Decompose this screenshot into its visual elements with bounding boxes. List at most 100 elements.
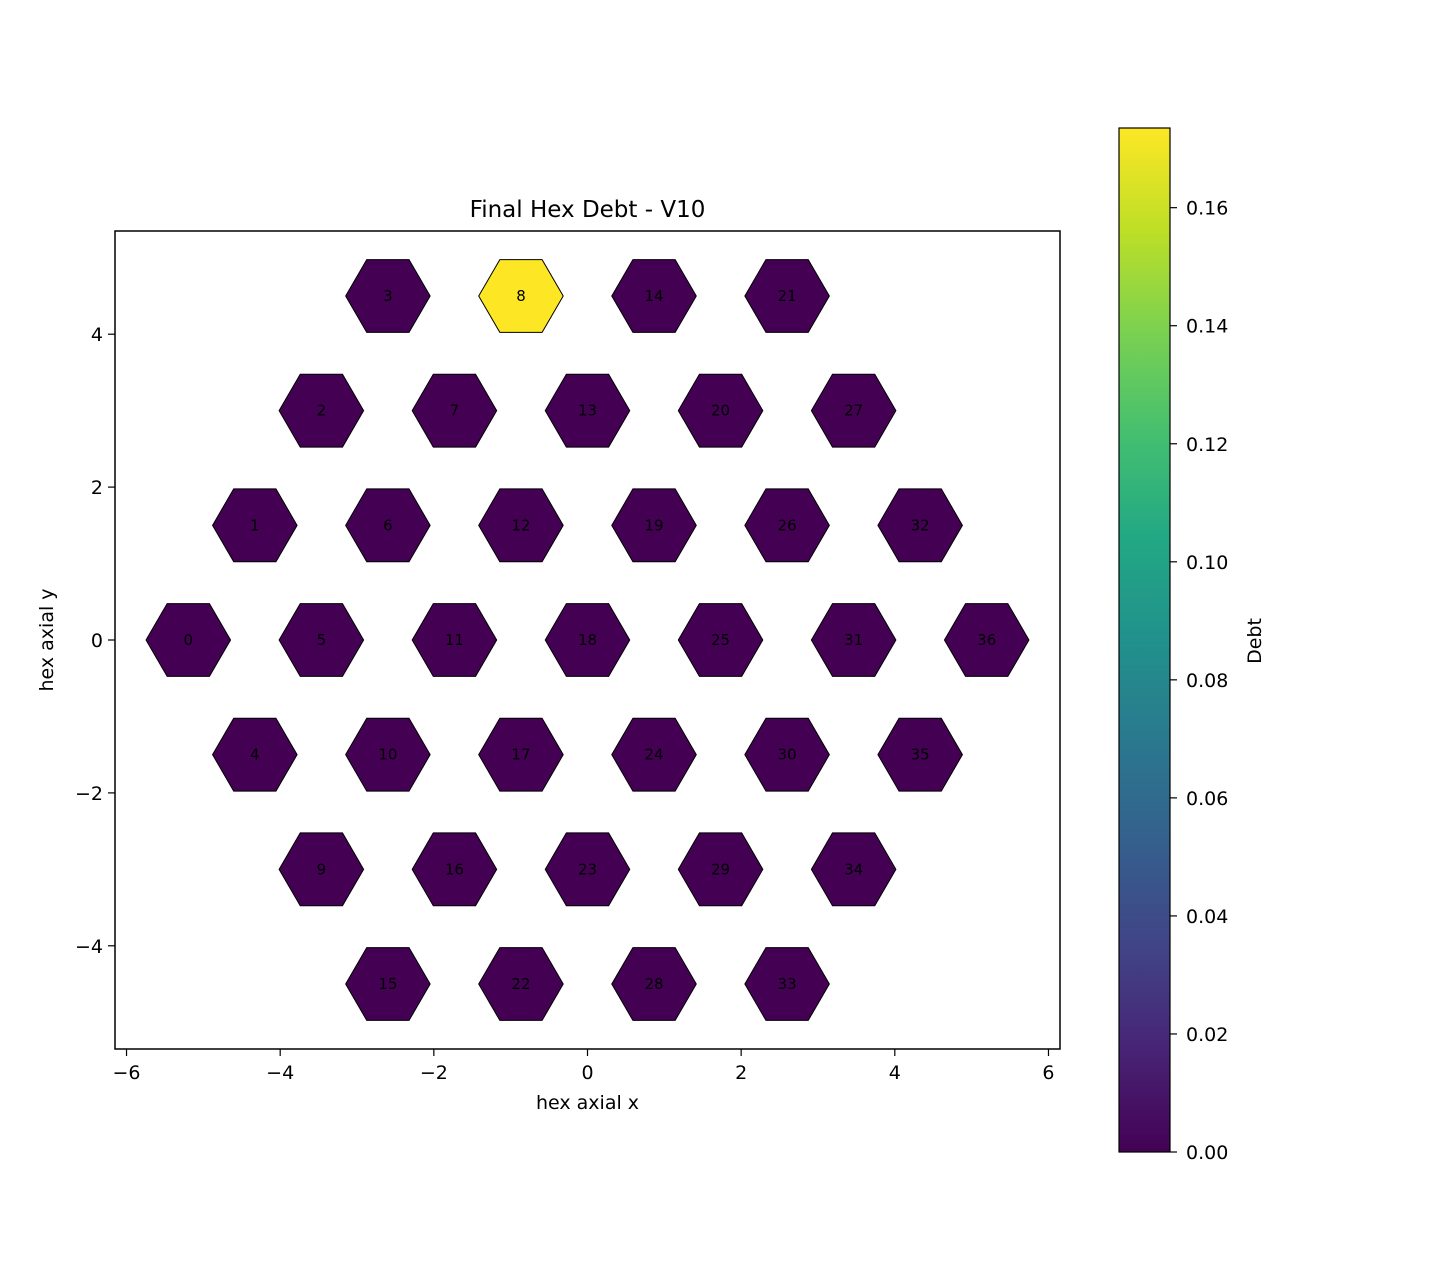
y-axis-label: hex axial y	[36, 588, 58, 691]
x-tick-label: −2	[420, 1062, 448, 1084]
hex-cell-label: 30	[778, 746, 797, 764]
hex-cell-21	[744, 259, 830, 333]
hex-cell-label: 29	[711, 860, 730, 878]
x-tick-label: 6	[1042, 1062, 1054, 1084]
colorbar-tick-label: 0.06	[1186, 788, 1228, 810]
hex-cell-12	[478, 488, 564, 563]
hex-cell-17	[478, 717, 564, 792]
hex-cell-label: 16	[445, 860, 464, 878]
hex-cell-34	[810, 832, 897, 907]
hex-cell-26	[744, 488, 830, 563]
hex-cell-0	[145, 603, 232, 677]
hex-cell-1	[211, 488, 298, 563]
colorbar-tick-label: 0.04	[1186, 906, 1228, 928]
hex-cell-35	[877, 717, 964, 792]
hex-cell-label: 27	[844, 402, 863, 420]
colorbar-label: Debt	[1244, 618, 1266, 664]
hex-cell-label: 19	[644, 516, 663, 534]
hex-cell-label: 9	[317, 860, 327, 878]
x-tick-label: −6	[113, 1062, 141, 1084]
colorbar	[1118, 127, 1171, 1153]
hex-cell-label: 36	[977, 631, 996, 649]
x-tick-label: 2	[735, 1062, 747, 1084]
hex-cells: 0123456789101112131415161718192021222324…	[145, 259, 1030, 1021]
hex-cell-33	[744, 947, 830, 1021]
hex-cell-label: 8	[516, 287, 526, 305]
hex-cell-label: 25	[711, 631, 730, 649]
x-tick-label: 4	[889, 1062, 901, 1084]
hex-cell-28	[611, 947, 697, 1021]
chart-title: Final Hex Debt - V10	[470, 197, 706, 223]
hex-cell-8	[478, 259, 564, 333]
hex-cell-label: 18	[578, 631, 597, 649]
x-axis: −6 −4 −2 0 2 4 6	[113, 1049, 1055, 1084]
hex-cell-19	[611, 488, 697, 563]
hex-cell-label: 14	[644, 287, 663, 305]
hex-cell-24	[611, 717, 697, 792]
hex-cell-23	[544, 832, 631, 907]
y-tick-label: 2	[91, 477, 103, 499]
hex-cell-16	[411, 832, 498, 907]
hex-cell-29	[677, 832, 764, 907]
hex-cell-27	[810, 373, 897, 448]
hex-cell-label: 1	[250, 516, 260, 534]
hex-cell-label: 6	[383, 516, 393, 534]
hex-cell-label: 32	[911, 516, 930, 534]
y-tick-label: 0	[91, 630, 103, 652]
hex-cell-2	[278, 373, 365, 448]
y-axis: −4 −2 0 2 4	[75, 324, 115, 958]
hex-cell-20	[677, 373, 764, 448]
colorbar-ticks: 0.00 0.02 0.04 0.06 0.08 0.10 0.12 0.14 0.16	[1170, 198, 1228, 1164]
hex-cell-4	[211, 717, 298, 792]
x-tick-label: −4	[266, 1062, 294, 1084]
hex-cell-31	[810, 603, 897, 677]
hex-cell-15	[345, 947, 431, 1021]
hex-cell-11	[411, 603, 498, 677]
hex-cell-6	[345, 488, 431, 563]
hex-cell-label: 26	[778, 516, 797, 534]
y-tick-label: 4	[91, 324, 103, 346]
hex-cell-label: 5	[317, 631, 327, 649]
x-tick-label: 0	[581, 1062, 593, 1084]
hex-cell-label: 28	[644, 975, 663, 993]
y-tick-label: −4	[75, 936, 103, 958]
hex-cell-label: 33	[778, 975, 797, 993]
colorbar-tick-label: 0.16	[1186, 198, 1228, 220]
hex-cell-13	[544, 373, 631, 448]
hex-cell-32	[877, 488, 964, 563]
hex-cell-label: 3	[383, 287, 393, 305]
hex-cell-label: 15	[378, 975, 397, 993]
hex-cell-22	[478, 947, 564, 1021]
y-tick-label: −2	[75, 783, 103, 805]
hex-cell-label: 13	[578, 402, 597, 420]
hex-cell-label: 7	[450, 402, 460, 420]
hex-cell-label: 23	[578, 860, 597, 878]
hex-cell-30	[744, 717, 830, 792]
hex-cell-18	[544, 603, 631, 677]
colorbar-tick-label: 0.12	[1186, 434, 1228, 456]
colorbar-tick-label: 0.02	[1186, 1024, 1228, 1046]
x-axis-label: hex axial x	[536, 1092, 639, 1114]
hex-cell-10	[345, 717, 431, 792]
colorbar-tick-label: 0.14	[1186, 316, 1228, 338]
hex-cell-label: 10	[378, 746, 397, 764]
hex-cell-label: 4	[250, 746, 260, 764]
hex-cell-label: 34	[844, 860, 863, 878]
hex-cell-label: 31	[844, 631, 863, 649]
hex-cell-label: 22	[511, 975, 530, 993]
hex-cell-label: 35	[911, 746, 930, 764]
colorbar-tick-label: 0.10	[1186, 552, 1228, 574]
hex-cell-36	[943, 603, 1030, 677]
colorbar-tick-label: 0.08	[1186, 670, 1228, 692]
hex-cell-label: 21	[778, 287, 797, 305]
hex-cell-14	[611, 259, 697, 333]
hex-cell-label: 0	[184, 631, 194, 649]
colorbar-tick-label: 0.00	[1186, 1142, 1228, 1164]
hex-cell-label: 24	[644, 746, 663, 764]
hex-cell-label: 20	[711, 402, 730, 420]
hex-cell-label: 17	[511, 746, 530, 764]
hex-cell-5	[278, 603, 365, 677]
hex-cell-7	[411, 373, 498, 448]
hex-cell-3	[345, 259, 431, 333]
